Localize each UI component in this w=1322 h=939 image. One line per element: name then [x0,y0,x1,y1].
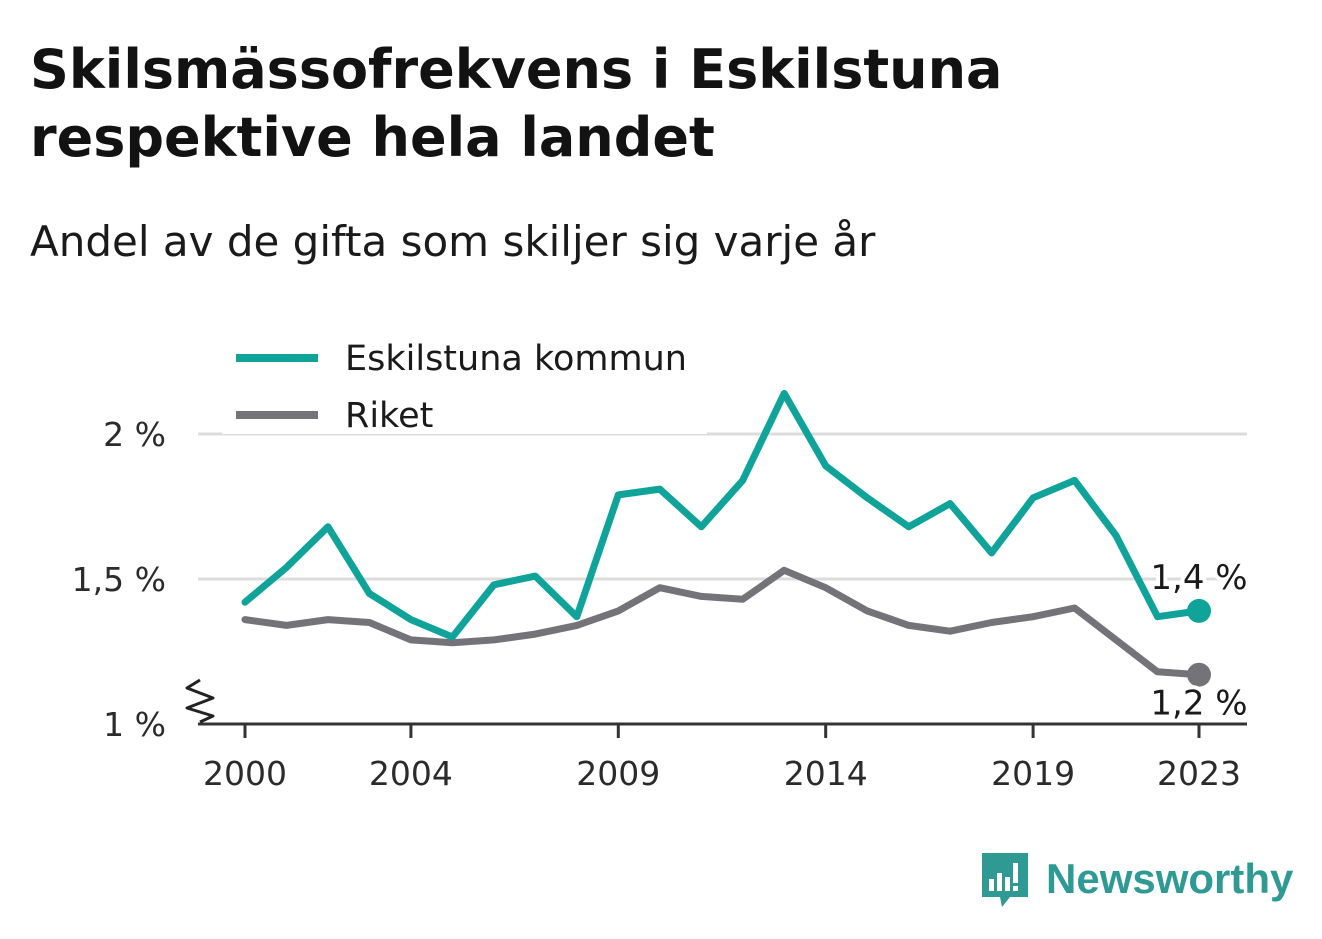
chart-title: Skilsmässofrekvens i Eskilstuna respekti… [30,38,1003,169]
axes: 1 % 1,5 % 2 % 2000 2004 2009 2014 2019 2023 [72,415,1247,793]
x-tick-label: 2014 [784,754,868,793]
legend-label: Riket [345,396,433,436]
y-tick-label: 2 % [103,415,166,454]
end-point-marker [1187,662,1211,687]
end-label: 1,2 % [1150,684,1247,724]
brand-name: Newsworthy [1046,855,1294,902]
chart-subtitle: Andel av de gifta som skiljer sig varje … [30,217,876,266]
end-label-halo: 1,4 % [1150,558,1247,598]
axis-break-icon [185,678,215,724]
newsworthy-logo-icon [982,853,1028,907]
brand-logo: Newsworthy [980,848,1293,910]
series-line [241,389,1203,641]
series-lines [241,389,1203,679]
x-tick-label: 2000 [203,754,287,793]
series-line [241,566,1203,679]
x-tick-label: 2009 [576,754,660,793]
x-tick-label: 2023 [1157,754,1241,793]
x-tick-label: 2019 [991,754,1075,793]
end-label: 1,4 % [1150,558,1247,598]
legend-label: Eskilstuna kommun [345,339,687,379]
end-label-halo: 1,2 % [1150,684,1247,724]
y-tick-label: 1,5 % [72,560,166,599]
legend: Eskilstuna kommun Riket [222,330,707,436]
end-labels: 1,4 %1,4 %1,2 %1,2 % [1146,554,1251,728]
x-tick-label: 2004 [369,754,453,793]
end-point-marker [1187,598,1211,623]
y-tick-label: 1 % [103,705,166,744]
